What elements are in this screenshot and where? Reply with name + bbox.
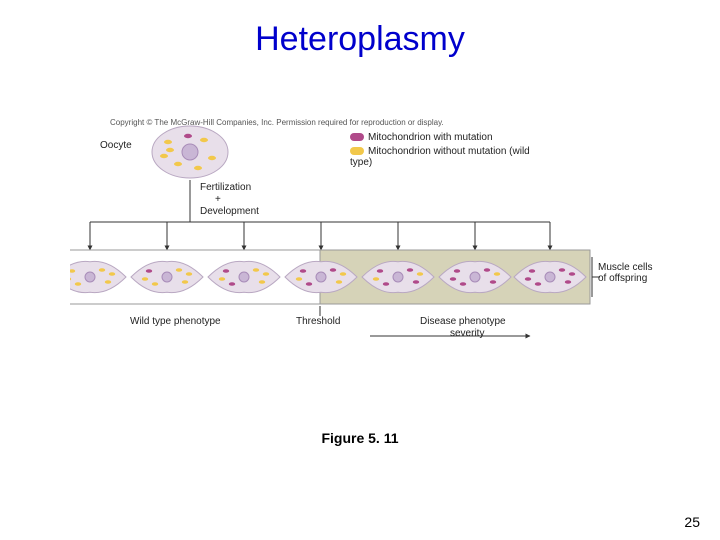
legend-wt-text: Mitochondrion without mutation (wild typ… [350,146,530,168]
legend-mut-text: Mitochondrion with mutation [368,132,493,143]
label-oocyte: Oocyte [100,140,132,151]
swatch-mut-icon [350,133,364,141]
figure-caption: Figure 5. 11 [0,430,720,446]
swatch-wt-icon [350,147,364,155]
page-number: 25 [684,514,700,530]
label-fertilization: Fertilization [200,182,251,193]
label-muscle-cells: Muscle cells of offspring [598,262,658,284]
heteroplasmy-diagram: Oocyte Mitochondrion with mutation Mitoc… [70,110,650,370]
legend-mutation: Mitochondrion with mutation [350,132,493,143]
legend-wildtype: Mitochondrion without mutation (wild typ… [350,146,530,168]
page-title: Heteroplasmy [0,20,720,59]
label-development: Development [200,206,259,217]
label-plus: + [215,194,221,205]
label-threshold: Threshold [296,316,340,327]
label-disease-phenotype: Disease phenotype [420,316,506,327]
label-severity: severity [450,328,484,339]
label-wt-phenotype: Wild type phenotype [130,316,221,327]
